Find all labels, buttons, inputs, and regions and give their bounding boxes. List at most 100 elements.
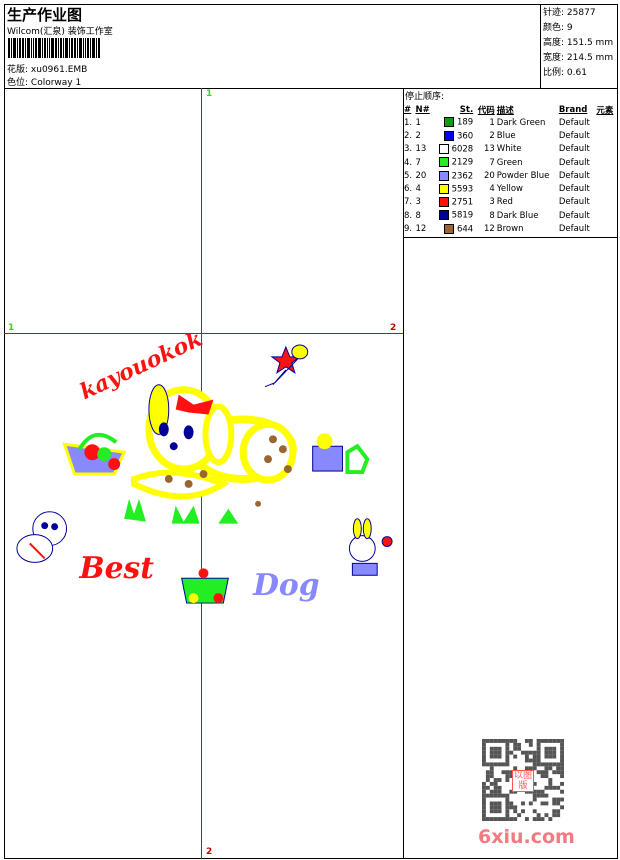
column-header: Brand: [558, 104, 588, 115]
row-description: Powder Blue: [496, 170, 550, 181]
row-brand: Default: [558, 117, 590, 128]
row-stitches: 5819: [433, 209, 474, 222]
colorway: 色位: Colorway 1: [7, 75, 81, 88]
barcode: [8, 38, 132, 58]
column-header: N#: [415, 104, 430, 115]
stat-scale: 比例: 0.61: [543, 68, 587, 78]
design-text-best: Best: [78, 551, 154, 586]
row-description: Green: [496, 157, 523, 168]
embroidery-design: kayouokok Best Dog: [16, 334, 393, 604]
barcode-bar: [17, 38, 18, 58]
page-title: 生产作业图: [7, 6, 83, 24]
colorway-label: 色位:: [7, 78, 29, 88]
row-element: [595, 116, 617, 129]
grid-label-bottom: 2: [206, 847, 213, 857]
barcode-bar: [98, 38, 100, 58]
barcode-bar: [96, 38, 97, 58]
color-row: 2. 2 360 2 Blue Default: [403, 129, 617, 142]
row-needle: 1: [415, 117, 421, 128]
row-needle: 3: [415, 197, 421, 208]
color-swatch: [438, 143, 449, 154]
row-description: Yellow: [496, 184, 523, 195]
design-file: 花版: xu0961.EMB: [7, 62, 87, 75]
dog: [131, 384, 297, 507]
column-header: 代码: [477, 105, 495, 116]
color-swatch: [444, 223, 455, 234]
barcode-bar: [33, 38, 34, 58]
color-panel: 停止顺序: # N# St. 代码 描述 Brand 元素 1. 1 189 1 Dark Gre…: [403, 88, 618, 238]
barcode-bar: [11, 38, 12, 58]
row-stitches: 2362: [433, 169, 474, 182]
barcode-bar: [51, 38, 54, 58]
row-stitches: 5593: [433, 182, 474, 195]
barcode-bar: [44, 38, 46, 58]
panel-divider: [403, 88, 404, 859]
row-index: 4.: [404, 157, 413, 168]
barcode-bar: [74, 38, 76, 58]
barcode-bar: [19, 38, 21, 58]
row-element: [595, 129, 617, 142]
barcode-bar: [65, 38, 68, 58]
grid-label-right: 2: [390, 323, 397, 333]
row-code: 4: [489, 184, 495, 195]
color-swatch: [438, 197, 449, 208]
colorway-value: Colorway 1: [30, 78, 82, 88]
page-frame: [4, 4, 618, 859]
barcode-bar: [90, 38, 91, 58]
row-description: Dark Blue: [496, 210, 539, 221]
barcode-bar: [13, 38, 16, 58]
stat-colors: 颜色: 9: [543, 23, 573, 33]
grid-label-left: 1: [8, 323, 15, 333]
column-header: 元素: [596, 105, 614, 116]
color-swatch: [444, 130, 455, 141]
row-description: Brown: [496, 224, 524, 235]
row-stitches: 644: [433, 222, 474, 235]
row-code: 12: [483, 224, 495, 235]
header-divider: [4, 88, 618, 89]
windmill-house: [312, 433, 370, 475]
row-index: 2.: [404, 130, 413, 141]
color-table: # N# St. 代码 描述 Brand 元素 1. 1 189 1 Dark Green Defa…: [403, 103, 617, 236]
row-index: 7.: [404, 197, 413, 208]
row-code: 8: [489, 210, 495, 221]
row-element: [595, 169, 617, 182]
bear: [16, 511, 68, 563]
color-swatch: [438, 183, 449, 194]
barcode-bar: [58, 38, 59, 58]
row-index: 1.: [404, 117, 413, 128]
barcode-bar: [27, 38, 30, 58]
barcode-bar: [83, 38, 84, 58]
row-brand: Default: [558, 197, 590, 208]
row-element: [595, 143, 617, 156]
row-code: 13: [483, 144, 495, 155]
row-code: 1: [489, 117, 495, 128]
row-description: White: [496, 144, 522, 155]
barcode-bar: [77, 38, 78, 58]
grid-label-top: 1: [206, 89, 213, 99]
row-element: [595, 222, 617, 235]
rabbit: [348, 518, 393, 576]
row-index: 9.: [404, 224, 413, 235]
barcode-bar: [35, 38, 37, 58]
row-needle: 4: [415, 184, 421, 195]
column-header: #: [404, 104, 412, 115]
row-description: Red: [496, 197, 513, 208]
row-description: Blue: [496, 130, 516, 141]
row-code: 20: [483, 170, 495, 181]
row-needle: 20: [415, 170, 427, 181]
row-needle: 8: [415, 210, 421, 221]
row-stitches: 360: [433, 129, 474, 142]
row-element: [595, 182, 617, 195]
balloons: [264, 344, 309, 388]
color-row: 7. 3 2751 3 Red Default: [403, 196, 617, 209]
color-swatch: [438, 210, 449, 221]
grass: [124, 498, 239, 524]
row-index: 5.: [404, 170, 413, 181]
watermark-text: 6xiu.com: [478, 826, 575, 848]
row-brand: Default: [558, 144, 590, 155]
barcode-bar: [79, 38, 82, 58]
color-row: 5. 20 2362 20 Powder Blue Default: [403, 169, 617, 182]
barcode-bar: [92, 38, 95, 58]
barcode-bar: [25, 38, 26, 58]
barcode-bar: [85, 38, 86, 58]
